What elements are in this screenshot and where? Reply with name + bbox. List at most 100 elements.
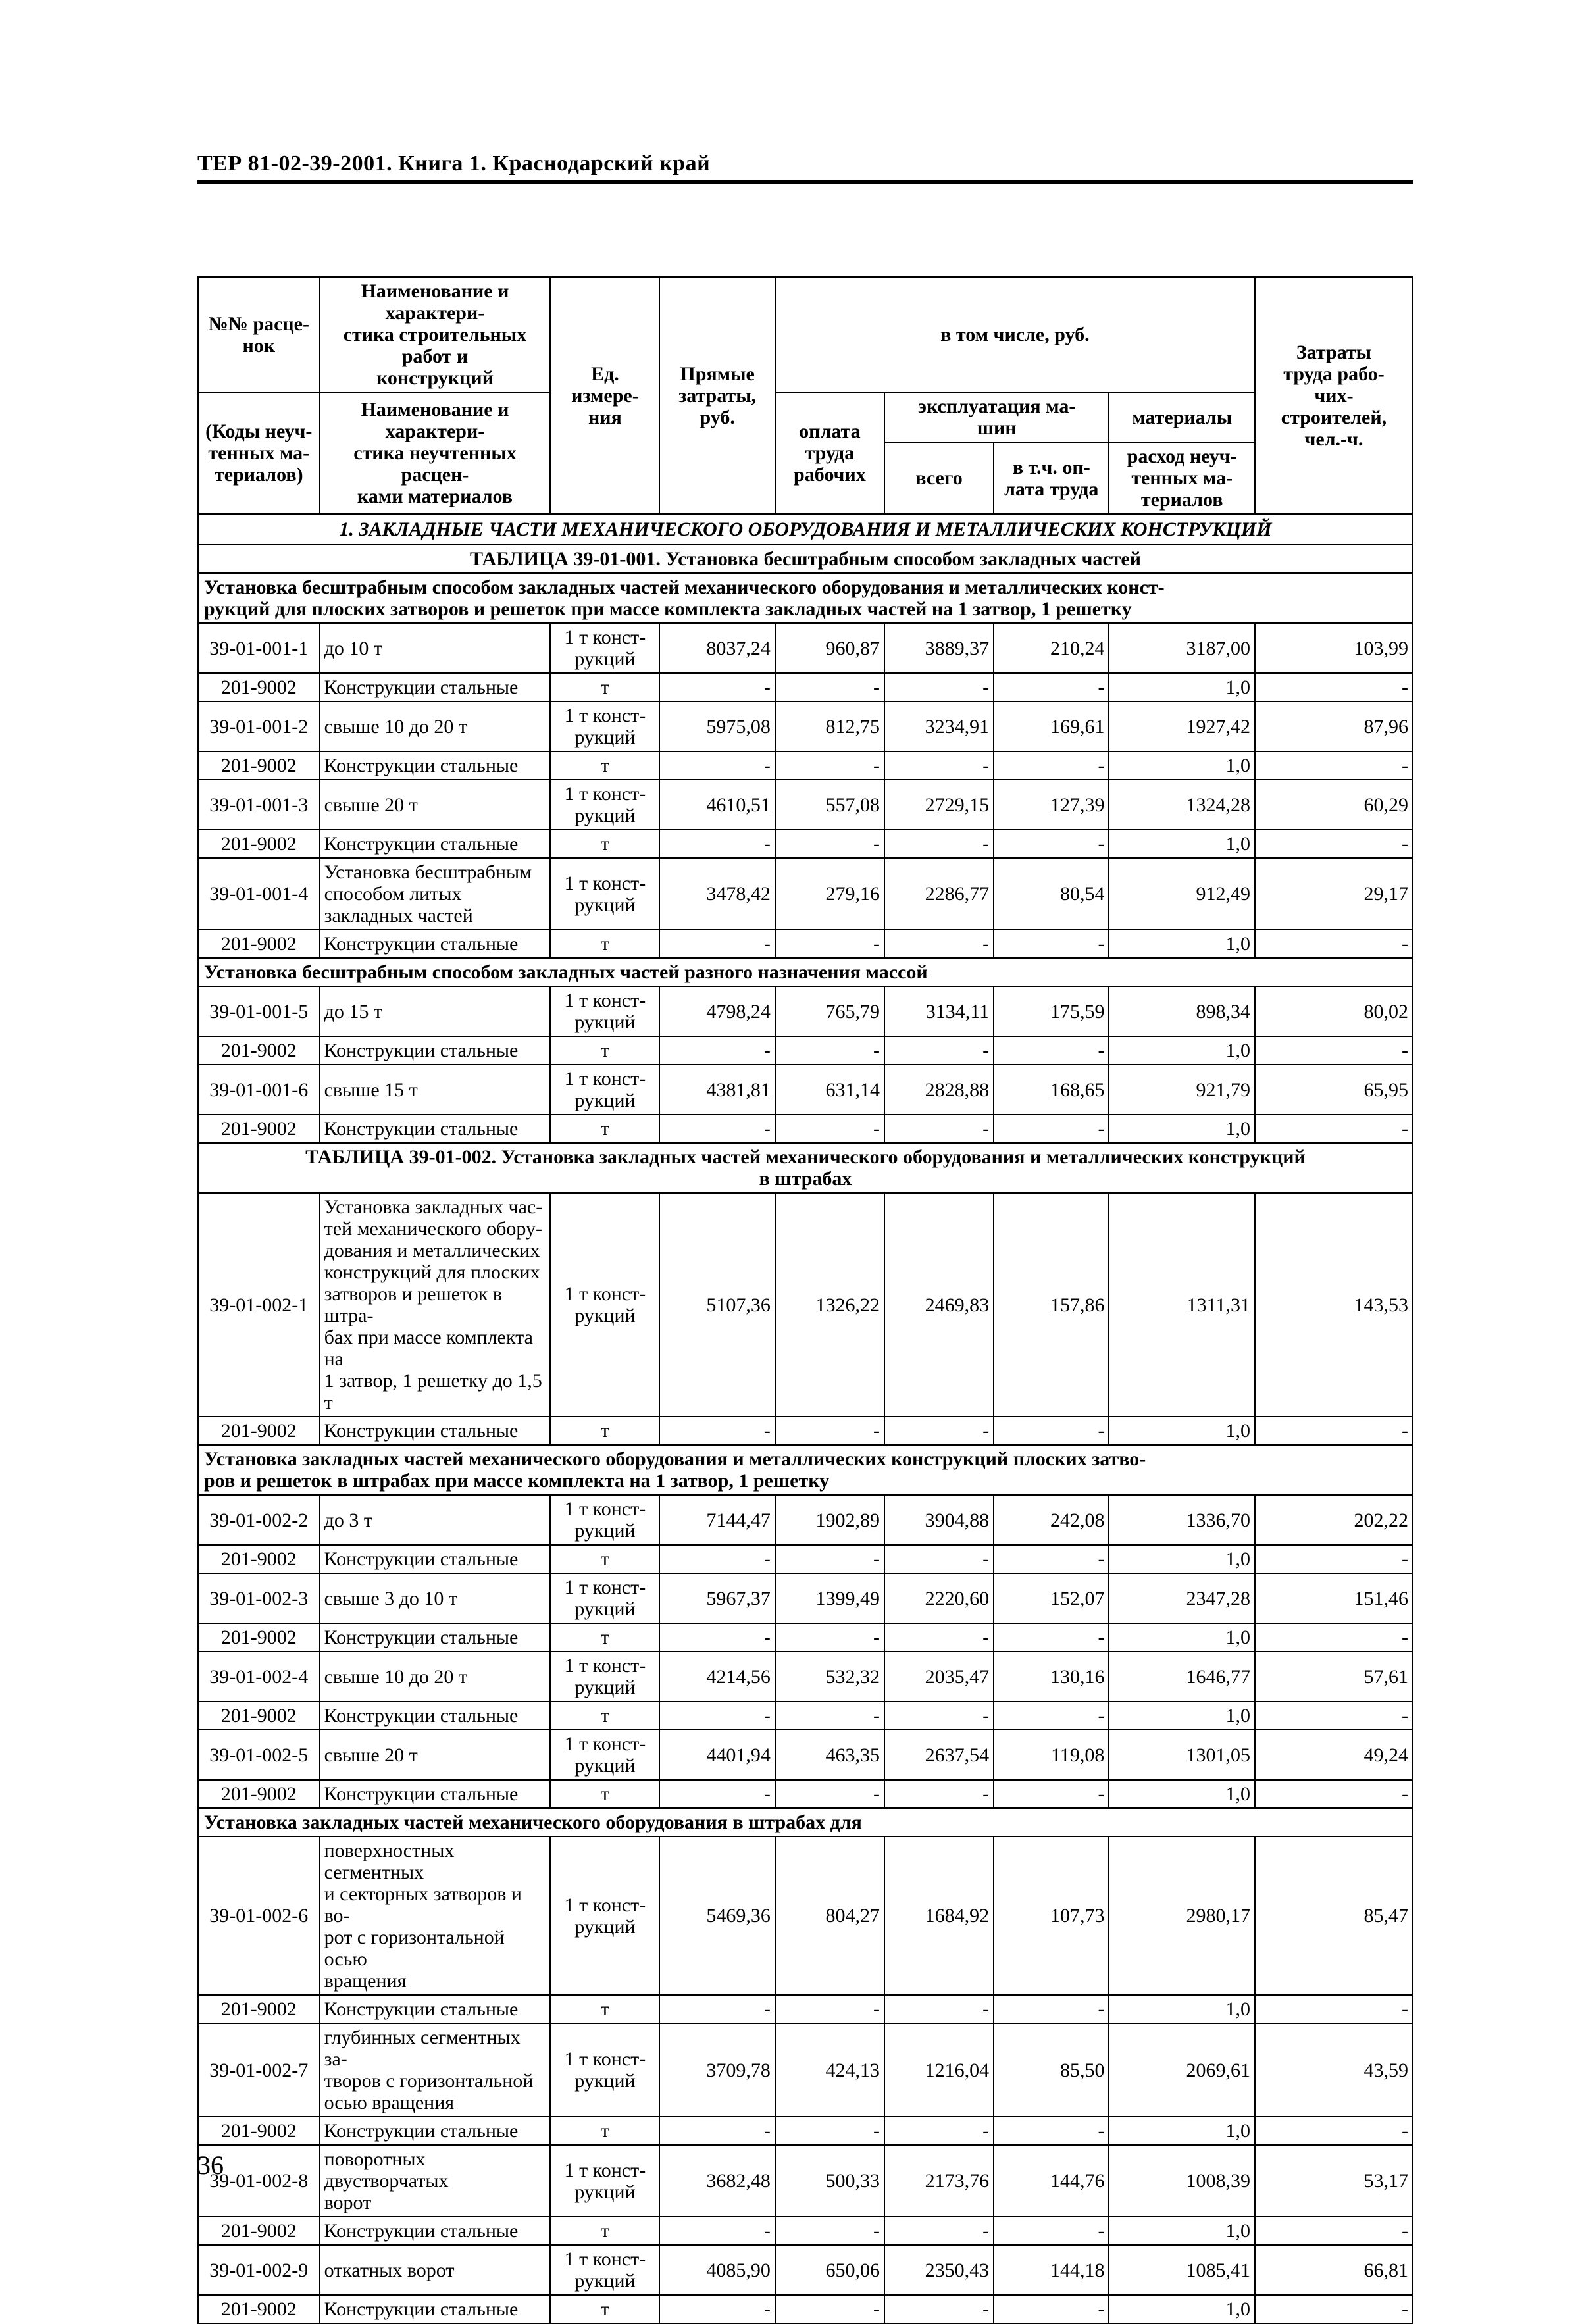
cell-value: 210,24 <box>994 623 1109 673</box>
cell-code: 201-9002 <box>198 1036 320 1065</box>
cell-value: 1,0 <box>1109 1036 1255 1065</box>
cell-code: 39-01-001-4 <box>198 858 320 930</box>
cell-code: 201-9002 <box>198 2217 320 2245</box>
table-row: 39-01-001-1до 10 т1 т конст-рукций8037,2… <box>198 623 1413 673</box>
cell-name: поверхностных сегментныхи секторных затв… <box>320 1836 551 1995</box>
cell-value: 1311,31 <box>1109 1193 1255 1417</box>
cell-name: Конструкции стальные <box>320 1995 551 2023</box>
cell-value: 1399,49 <box>775 1573 884 1623</box>
cell-name: откатных ворот <box>320 2245 551 2295</box>
cell-value: - <box>994 830 1109 858</box>
cell-value: 960,87 <box>775 623 884 673</box>
section-heading: 1. ЗАКЛАДНЫЕ ЧАСТИ МЕХАНИЧЕСКОГО ОБОРУДО… <box>198 514 1413 545</box>
cell-value: 66,81 <box>1255 2245 1413 2295</box>
cell-value: - <box>884 1702 994 1730</box>
cell-value: 169,61 <box>994 701 1109 751</box>
cell-value: - <box>1255 1702 1413 1730</box>
cell-value: 463,35 <box>775 1730 884 1780</box>
cell-value: 1301,05 <box>1109 1730 1255 1780</box>
cell-value: - <box>659 1623 775 1652</box>
table-row: 39-01-002-7глубинных сегментных за-творо… <box>198 2023 1413 2117</box>
cell-value: 5107,36 <box>659 1193 775 1417</box>
table-row: 201-9002Конструкции стальныет----1,0- <box>198 830 1413 858</box>
cell-value: 1324,28 <box>1109 780 1255 830</box>
cell-unit: 1 т конст-рукций <box>550 2145 659 2217</box>
cell-value: 650,06 <box>775 2245 884 2295</box>
cell-code: 201-9002 <box>198 1417 320 1445</box>
section-heading-text: 1. ЗАКЛАДНЫЕ ЧАСТИ МЕХАНИЧЕСКОГО ОБОРУДО… <box>198 514 1413 545</box>
cell-unit: 1 т конст-рукций <box>550 701 659 751</box>
cell-value: 107,73 <box>994 1836 1109 1995</box>
cell-value: 2286,77 <box>884 858 994 930</box>
h-col2-top: Наименование и характери-стика строитель… <box>320 277 551 392</box>
cell-value: - <box>775 1780 884 1808</box>
cell-value: - <box>884 2117 994 2145</box>
cell-value: - <box>994 1780 1109 1808</box>
cell-value: 65,95 <box>1255 1065 1413 1115</box>
cell-value: - <box>1255 930 1413 958</box>
cell-value: 3134,11 <box>884 986 994 1036</box>
table-row: 39-01-001-5до 15 т1 т конст-рукций4798,2… <box>198 986 1413 1036</box>
title-text: ТАБЛИЦА 39-01-001. Установка бесштрабным… <box>198 545 1413 573</box>
group-text: Установка бесштрабным способом закладных… <box>198 958 1413 986</box>
cell-value: 7144,47 <box>659 1495 775 1545</box>
cell-code: 39-01-002-3 <box>198 1573 320 1623</box>
cell-value: - <box>884 1417 994 1445</box>
cell-value: 1927,42 <box>1109 701 1255 751</box>
cell-value: 3187,00 <box>1109 623 1255 673</box>
table-row: 201-9002Конструкции стальныет----1,0- <box>198 1995 1413 2023</box>
cell-name: поворотных двустворчатыхворот <box>320 2145 551 2217</box>
h-col1-top: №№ расце-нок <box>198 277 320 392</box>
cell-value: - <box>884 1115 994 1143</box>
cell-value: 8037,24 <box>659 623 775 673</box>
cell-value: - <box>775 1702 884 1730</box>
cell-unit: 1 т конст-рукций <box>550 858 659 930</box>
cell-value: 921,79 <box>1109 1065 1255 1115</box>
cell-value: - <box>775 2295 884 2323</box>
cell-value: 2350,43 <box>884 2245 994 2295</box>
cell-name: Конструкции стальные <box>320 1036 551 1065</box>
table-row: 39-01-001-2свыше 10 до 20 т1 т конст-рук… <box>198 701 1413 751</box>
h-col3: Ед. измере-ния <box>550 277 659 514</box>
cell-value: 4401,94 <box>659 1730 775 1780</box>
cell-value: 1902,89 <box>775 1495 884 1545</box>
group-text: Установка закладных частей механического… <box>198 1808 1413 1836</box>
cell-unit: т <box>550 830 659 858</box>
cell-value: 175,59 <box>994 986 1109 1036</box>
cell-value: - <box>884 2295 994 2323</box>
table-row: 201-9002Конструкции стальныет----1,0- <box>198 1780 1413 1808</box>
cell-value: - <box>1255 1115 1413 1143</box>
cell-unit: т <box>550 930 659 958</box>
cell-code: 39-01-002-2 <box>198 1495 320 1545</box>
cell-name: Конструкции стальные <box>320 1623 551 1652</box>
cell-value: 103,99 <box>1255 623 1413 673</box>
cell-value: - <box>775 1036 884 1065</box>
cell-name: свыше 10 до 20 т <box>320 1652 551 1702</box>
cell-value: 143,53 <box>1255 1193 1413 1417</box>
cell-value: 1,0 <box>1109 2217 1255 2245</box>
cell-name: Конструкции стальные <box>320 1780 551 1808</box>
cell-unit: т <box>550 2217 659 2245</box>
cell-value: - <box>775 673 884 701</box>
cell-name: Конструкции стальные <box>320 1545 551 1573</box>
group-heading: Установка закладных частей механического… <box>198 1808 1413 1836</box>
cell-name: свыше 15 т <box>320 1065 551 1115</box>
cell-value: 3904,88 <box>884 1495 994 1545</box>
h-col9: Затратытруда рабо-чих-строителей,чел.-ч. <box>1255 277 1413 514</box>
table-header: №№ расце-нок Наименование и характери-ст… <box>198 277 1413 514</box>
h-group-vtomchisle: в том числе, руб. <box>775 277 1255 392</box>
cell-value: - <box>659 1545 775 1573</box>
cell-value: - <box>994 2117 1109 2145</box>
group-heading: Установка бесштрабным способом закладных… <box>198 573 1413 623</box>
cell-value: 4085,90 <box>659 2245 775 2295</box>
table-row: 201-9002Конструкции стальныет----1,0- <box>198 673 1413 701</box>
cell-name: Конструкции стальные <box>320 1417 551 1445</box>
table-row: 201-9002Конструкции стальныет----1,0- <box>198 1702 1413 1730</box>
cell-value: 57,61 <box>1255 1652 1413 1702</box>
cell-name: Конструкции стальные <box>320 2295 551 2323</box>
cell-value: - <box>659 1036 775 1065</box>
cell-name: свыше 3 до 10 т <box>320 1573 551 1623</box>
cell-value: - <box>884 1780 994 1808</box>
table-body: 1. ЗАКЛАДНЫЕ ЧАСТИ МЕХАНИЧЕСКОГО ОБОРУДО… <box>198 514 1413 2323</box>
cell-value: - <box>994 1115 1109 1143</box>
